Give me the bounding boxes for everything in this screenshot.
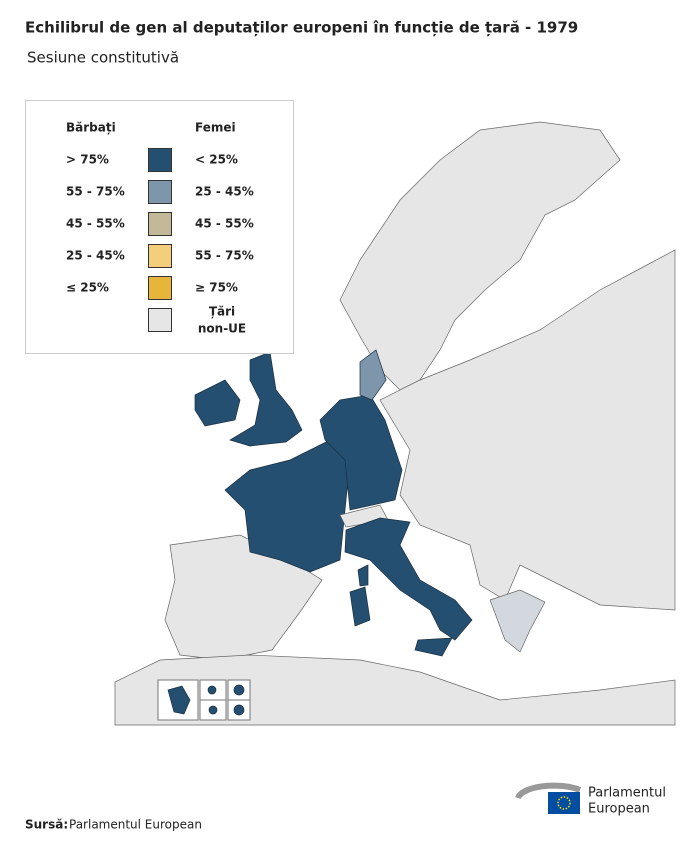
france [224, 439, 351, 573]
legend-women: 45 - 55% [195, 217, 254, 231]
logo: Parlamentul European [515, 782, 666, 817]
legend-men: 55 - 75% [66, 185, 125, 199]
legend: Bărbați Femei > 75% < 25% 55 - 75% 25 - 45%… [25, 100, 294, 354]
subtitle: Sesiune constitutivă [27, 49, 179, 67]
legend-men: 45 - 55% [66, 217, 125, 231]
guadeloupe [207, 685, 217, 695]
italy [344, 517, 473, 641]
source: Parlamentul European [69, 818, 202, 832]
legend-swatch [148, 180, 172, 204]
logo-arc [515, 782, 582, 800]
legend-women: < 25% [195, 153, 238, 167]
map [114, 120, 676, 726]
africa [114, 654, 676, 726]
reunion [233, 704, 245, 716]
legend-swatch [148, 276, 172, 300]
sicily [414, 637, 453, 657]
eu-stars [557, 796, 571, 810]
legend-women: 25 - 45% [195, 185, 254, 199]
legend-men: > 75% [66, 153, 109, 167]
eu-flag [548, 792, 580, 814]
legend-swatch [148, 148, 172, 172]
greece [489, 589, 546, 653]
inset-regions [157, 679, 251, 721]
mayotte [208, 705, 218, 715]
legend-heading: Femei [195, 121, 236, 135]
martinique [233, 684, 245, 696]
legend-women: ≥ 75% [195, 281, 238, 295]
legend-men: ≤ 25% [66, 281, 109, 295]
sardinia [349, 586, 371, 627]
denmark [359, 349, 387, 401]
corsica [357, 564, 369, 587]
french-guiana [167, 685, 191, 715]
logo-text: European [588, 802, 650, 817]
legend-heading: Bărbați [66, 121, 116, 135]
legend-swatch [148, 244, 172, 268]
legend-non-eu: non-UE [198, 322, 246, 336]
logo-text: Parlamentul [588, 786, 666, 801]
ireland [194, 379, 241, 427]
legend-men: 25 - 45% [66, 249, 125, 263]
source-label: Sursă: [25, 818, 68, 832]
title: Echilibrul de gen al deputaților europen… [25, 19, 578, 37]
legend-non-eu: Țări [209, 305, 235, 319]
legend-swatch [148, 308, 172, 332]
eastern-europe [379, 249, 676, 611]
united-kingdom [229, 351, 303, 447]
legend-women: 55 - 75% [195, 249, 254, 263]
legend-swatch [148, 212, 172, 236]
germany-benelux [319, 394, 403, 511]
